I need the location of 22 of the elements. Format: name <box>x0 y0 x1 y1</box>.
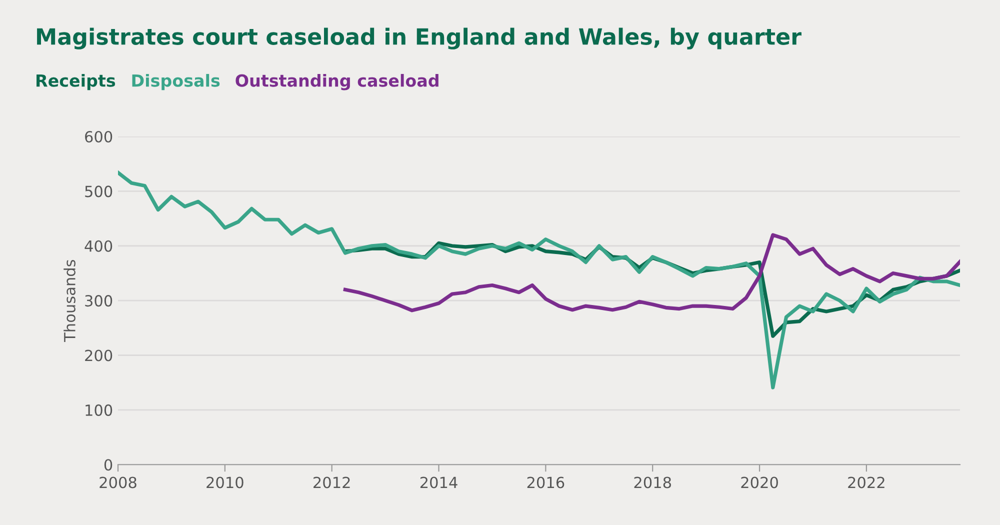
chart-title: Magistrates court caseload in England and Wales, by quarter <box>37 28 802 50</box>
text: Receipts <box>36 74 116 90</box>
text: Outstanding caseload <box>236 74 438 90</box>
y-tick-label: 600 <box>85 130 112 143</box>
y-axis-title: Thousands <box>64 260 76 342</box>
x-tick-label: 2014 <box>420 476 458 488</box>
line-series <box>343 233 960 312</box>
x-tick-label: 2018 <box>634 476 671 488</box>
x-tick-label: 2012 <box>314 476 350 488</box>
x-tick-label: 2008 <box>100 476 136 488</box>
y-tick-label: 500 <box>85 186 112 198</box>
y-tick-label: 300 <box>85 295 112 307</box>
x-tick-label: 2020 <box>741 476 778 488</box>
x-tick-label: 2010 <box>206 476 244 488</box>
y-tick-label: 0 <box>104 459 112 471</box>
x-tick-label: 2016 <box>527 476 564 488</box>
x-tick-label: 2022 <box>848 476 884 488</box>
y-tick-label: 400 <box>84 240 112 252</box>
line-series <box>118 170 960 390</box>
text: Disposals <box>132 74 220 90</box>
y-tick-label: 200 <box>85 350 112 362</box>
y-tick-label: 100 <box>86 404 112 416</box>
